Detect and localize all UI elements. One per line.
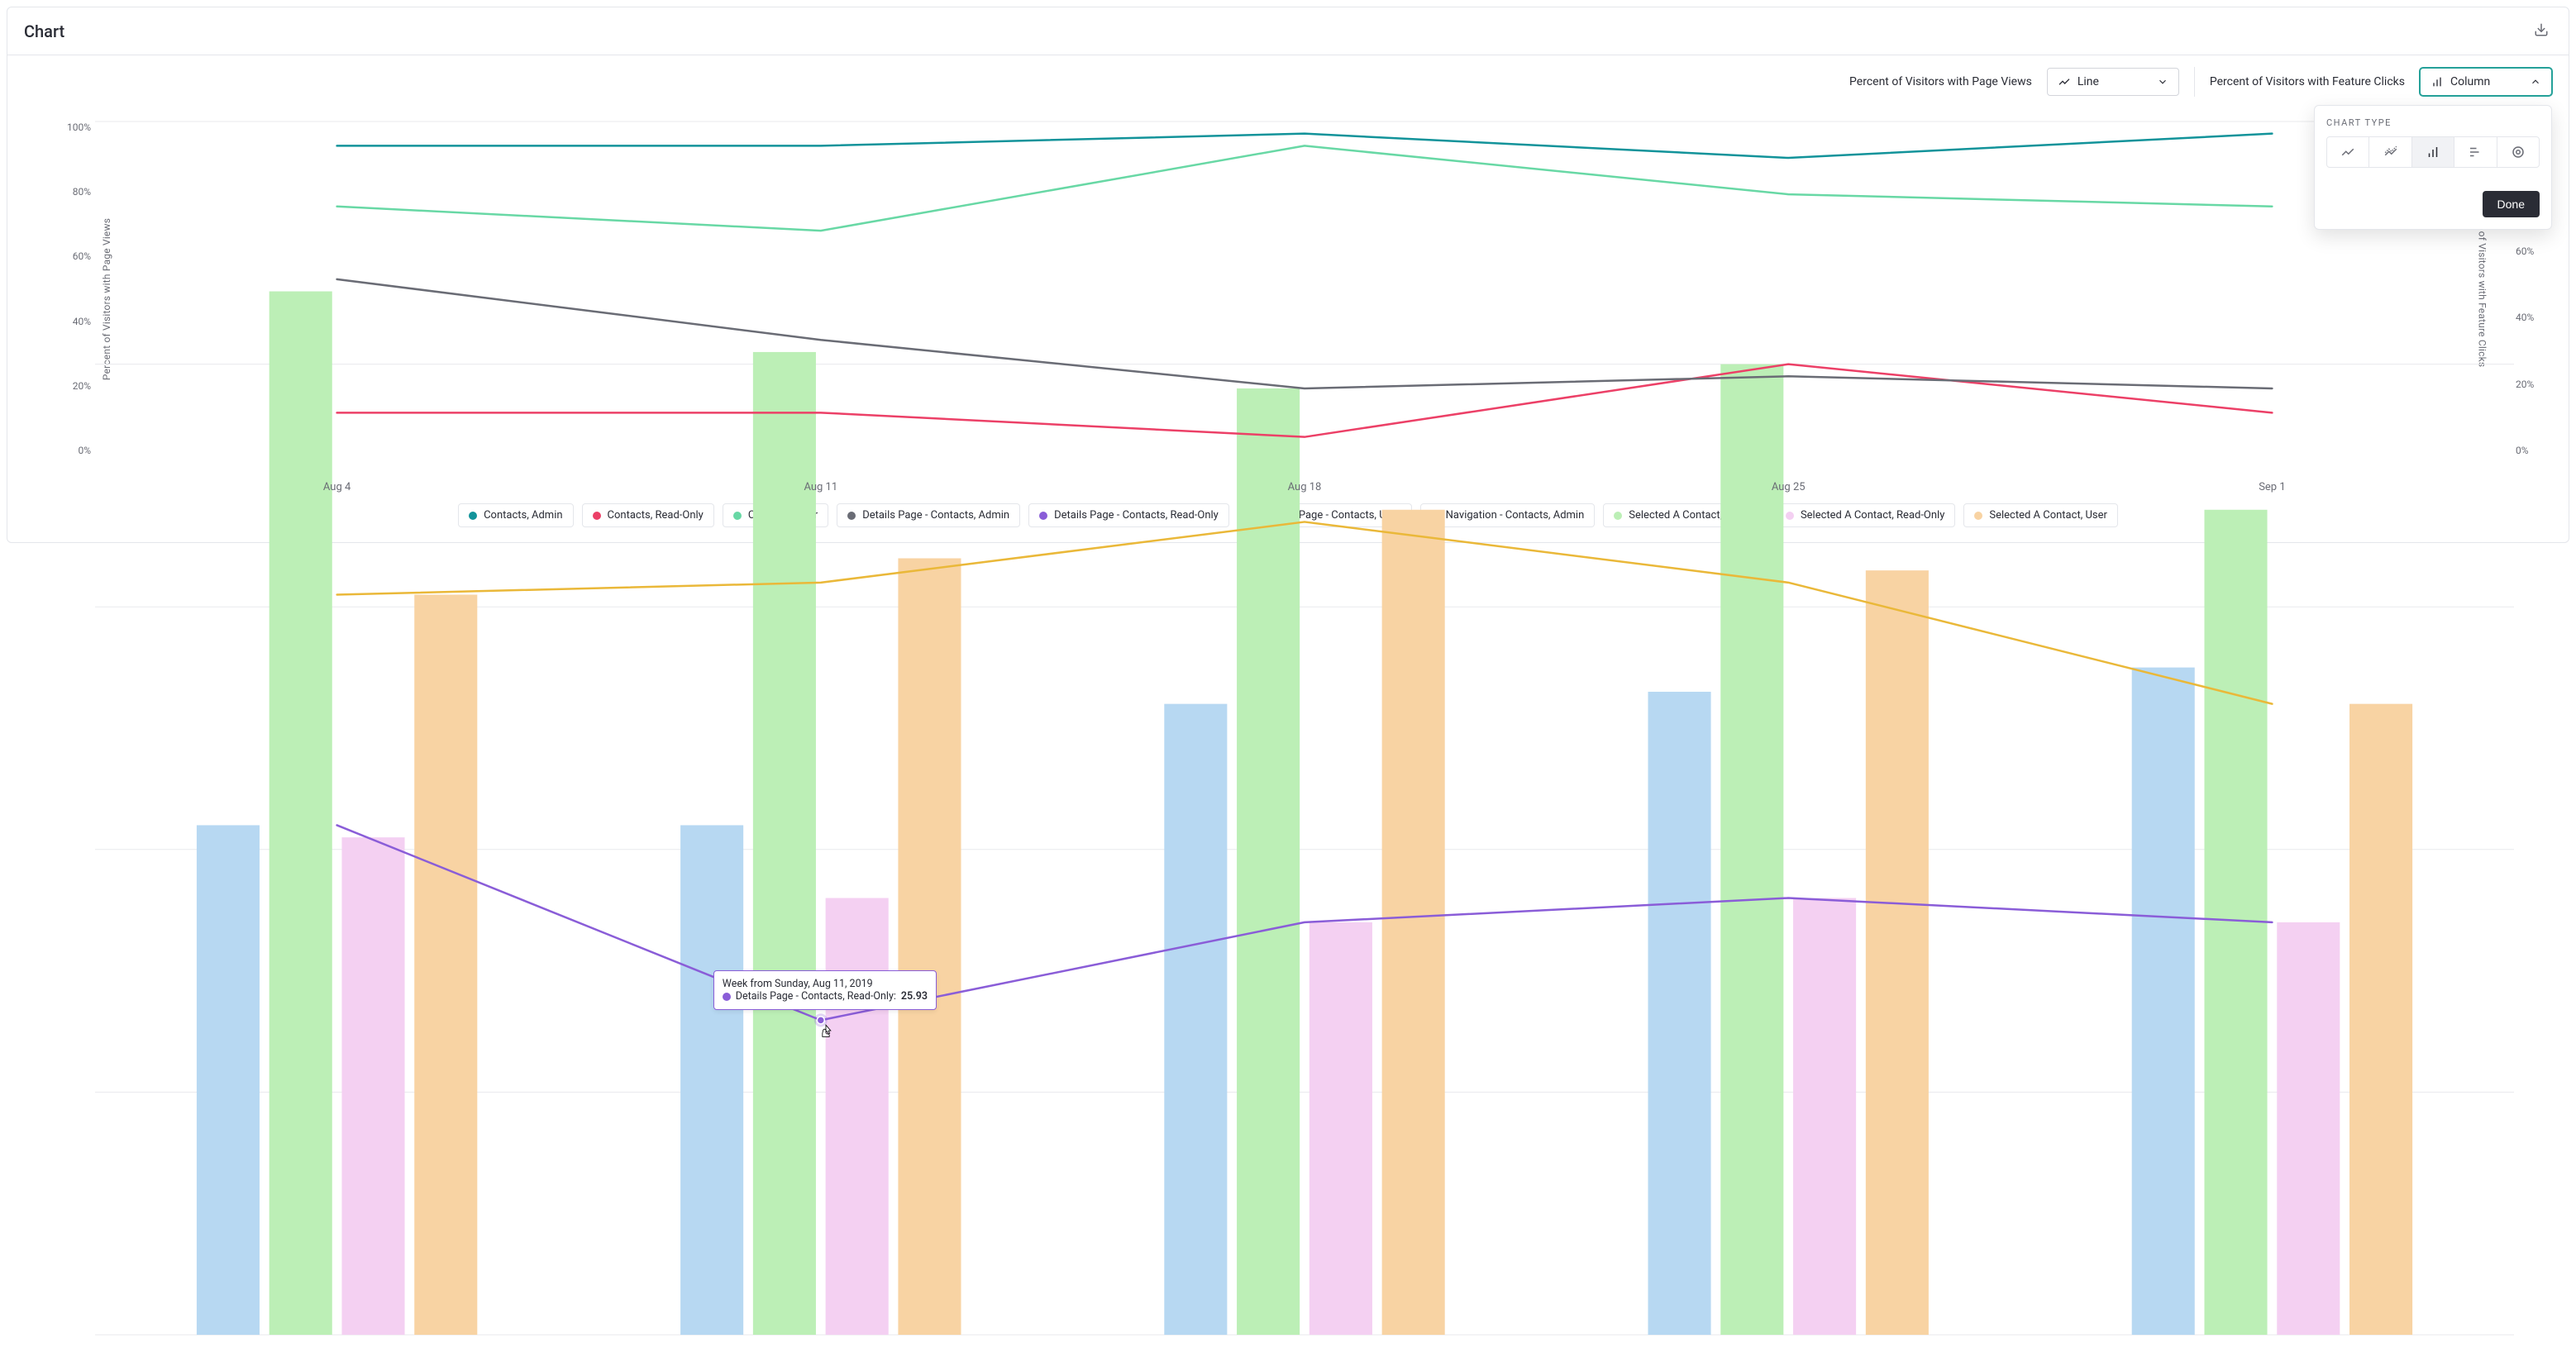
right-metric-label: Percent of Visitors with Feature Clicks <box>2210 75 2405 88</box>
right-chart-type-select[interactable]: Column <box>2420 68 2552 96</box>
x-tick: Aug 18 <box>1062 481 1546 493</box>
x-axis-labels: Aug 4Aug 11Aug 18Aug 25Sep 1 <box>95 481 2514 493</box>
chart-widget: Chart Percent of Visitors with Page View… <box>7 7 2569 543</box>
controls-row: Percent of Visitors with Page Views Line… <box>7 55 2569 97</box>
column-chart-icon <box>2431 75 2444 88</box>
chart-area: Percent of Visitors with Page Views of V… <box>21 105 2555 493</box>
left-metric-label: Percent of Visitors with Page Views <box>1849 75 2032 88</box>
download-icon <box>2534 22 2549 37</box>
tooltip-series: Details Page - Contacts, Read-Only: <box>736 990 896 1003</box>
right-select-value: Column <box>2450 75 2490 88</box>
download-button[interactable] <box>2531 19 2552 43</box>
left-chart-type-select[interactable]: Line <box>2047 68 2179 96</box>
control-divider <box>2194 67 2195 97</box>
line-chart-icon <box>2058 75 2071 88</box>
column-chart-icon <box>2426 145 2440 160</box>
x-tick: Sep 1 <box>2030 481 2514 493</box>
x-tick: Aug 4 <box>95 481 579 493</box>
donut-chart-icon <box>2511 145 2526 160</box>
line-chart-icon <box>2340 145 2355 160</box>
chevron-down-icon <box>2157 76 2168 88</box>
segment-donut[interactable] <box>2497 137 2539 167</box>
segment-bar-horizontal[interactable] <box>2454 137 2497 167</box>
chevron-up-icon <box>2530 76 2541 88</box>
panel-heading: CHART TYPE <box>2326 117 2540 128</box>
segment-column[interactable] <box>2412 137 2454 167</box>
segment-area[interactable] <box>2369 137 2411 167</box>
chart-tooltip: Week from Sunday, Aug 11, 2019 Details P… <box>713 970 937 1010</box>
x-tick: Aug 11 <box>579 481 1062 493</box>
chart-type-segments <box>2326 136 2540 168</box>
area-chart-icon <box>2383 145 2398 160</box>
bar-horizontal-icon <box>2468 145 2483 160</box>
widget-header: Chart <box>7 7 2569 55</box>
segment-line[interactable] <box>2327 137 2369 167</box>
chart-type-panel: CHART TYPE Done <box>2314 105 2552 230</box>
done-button[interactable]: Done <box>2483 191 2540 217</box>
chart-svg <box>21 105 2555 1372</box>
tooltip-title: Week from Sunday, Aug 11, 2019 <box>723 978 928 990</box>
tooltip-value: 25.93 <box>901 990 928 1003</box>
x-tick: Aug 25 <box>1547 481 2030 493</box>
tooltip-dot <box>723 993 731 1001</box>
left-select-value: Line <box>2077 75 2099 88</box>
widget-title: Chart <box>24 21 64 41</box>
